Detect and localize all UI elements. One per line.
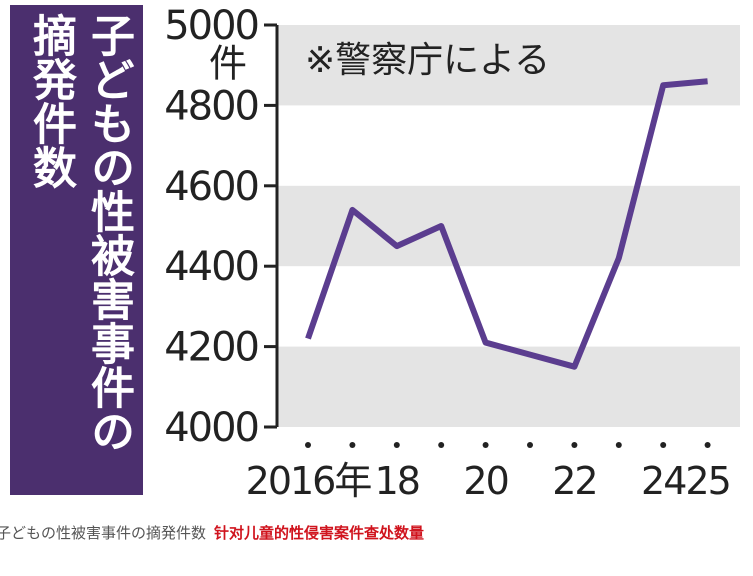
annotation: ※警察庁による xyxy=(305,40,550,81)
x-tick-label: 2016年 xyxy=(246,459,372,503)
chart-title: 子どもの性被害事件の摘発件数 xyxy=(10,5,143,495)
chart: 件 4000 4200 4400 4600 4800 5000 ※警察庁による 2016年 18… xyxy=(164,3,740,503)
x-tick xyxy=(615,442,622,448)
x-tick xyxy=(571,442,578,448)
x-tick-label: 24 xyxy=(641,459,686,503)
x-tick-label: 22 xyxy=(552,459,596,503)
y-tick-label: 4200 xyxy=(164,325,258,371)
x-tick xyxy=(527,442,533,448)
y-tick-label: 4400 xyxy=(164,244,258,290)
y-tick-label: 5000 xyxy=(164,3,258,49)
y-tick-label: 4800 xyxy=(164,83,258,129)
line xyxy=(305,78,708,370)
x-tick xyxy=(482,442,489,448)
caption: 子どもの性被害事件の摘発件数 针对儿童的性侵害案件查处数量 xyxy=(0,522,424,543)
x-tick xyxy=(393,442,400,448)
x-tick xyxy=(660,442,667,448)
grid-band xyxy=(277,185,740,267)
x-tick xyxy=(349,442,356,448)
y-tick-label: 4600 xyxy=(164,164,258,210)
x-tick-label: 25 xyxy=(685,459,729,503)
grid-band xyxy=(277,346,740,427)
x-tick-label: 20 xyxy=(463,459,507,503)
x-tick xyxy=(305,442,311,448)
x-tick xyxy=(438,442,445,448)
y-unit: 件 xyxy=(209,42,247,86)
x-tick xyxy=(704,442,711,448)
caption-source: 子どもの性被害事件の摘発件数 xyxy=(0,525,207,542)
x-tick-label: 18 xyxy=(375,459,419,503)
y-tick-label: 4000 xyxy=(164,405,258,451)
caption-translation: 针对儿童的性侵害案件查处数量 xyxy=(214,525,425,542)
